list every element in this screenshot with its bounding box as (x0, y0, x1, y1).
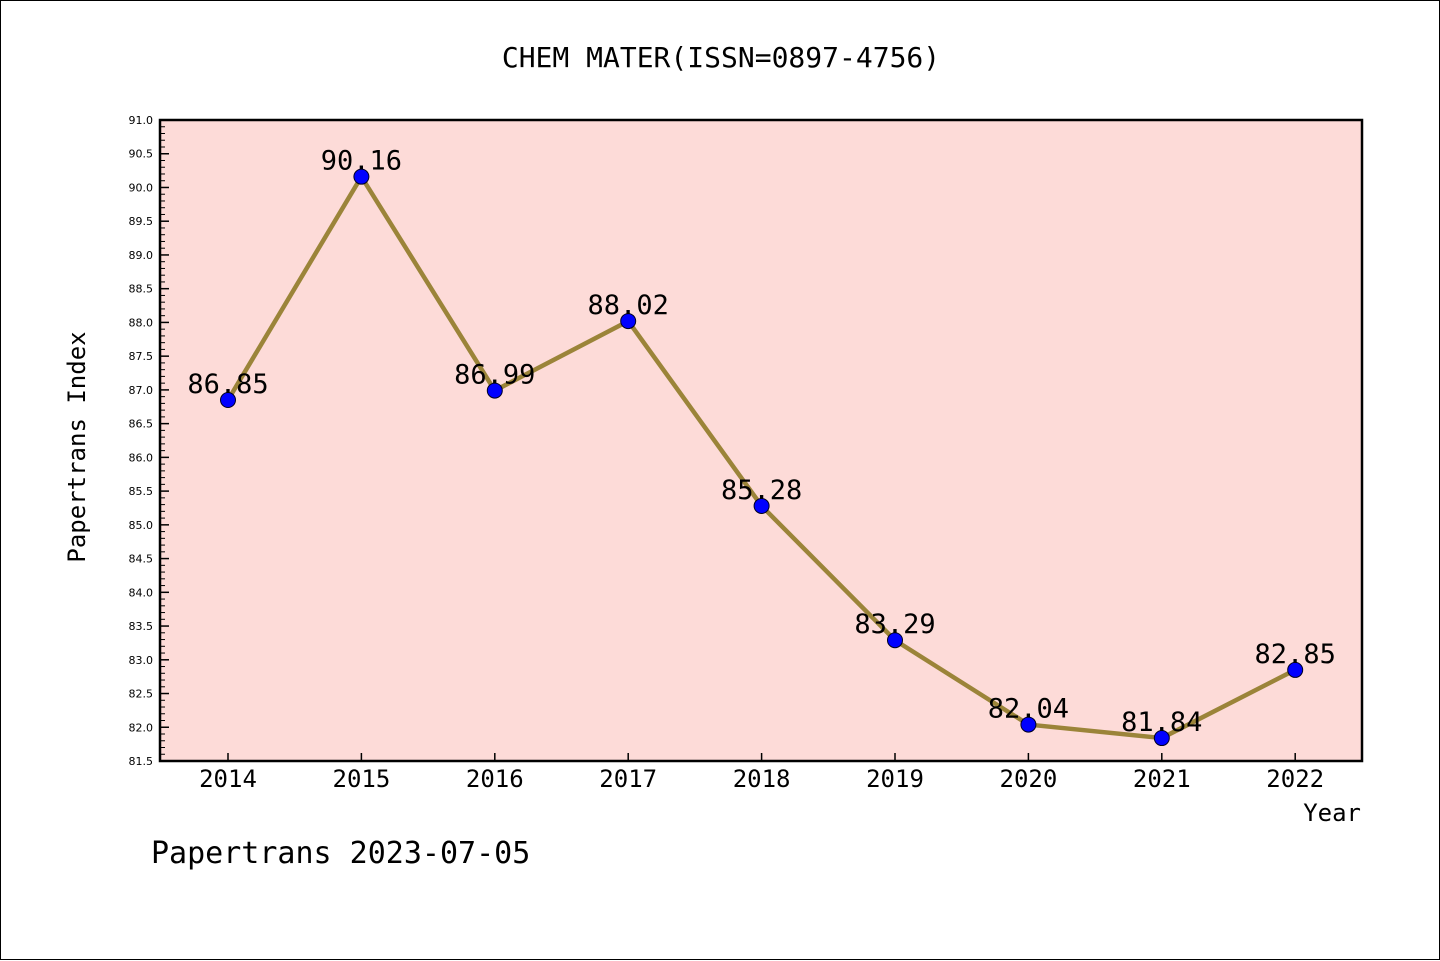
data-point-marker (353, 168, 370, 185)
x-tick-label: 2018 (733, 765, 791, 793)
x-axis-ticks: 2014 2015 2016 2017 2018 2019 2020 2021 2022 (199, 753, 1324, 793)
y-tick-label: 84.0 (129, 586, 154, 599)
data-point-marker (887, 632, 903, 649)
y-tick-label: 90.5 (129, 148, 154, 161)
x-tick-label: 2014 (199, 765, 257, 793)
data-label: 82.85 (1255, 639, 1336, 670)
x-axis-label: Year (1303, 799, 1361, 827)
y-tick-label: 83.5 (129, 620, 154, 633)
data-point-marker (1020, 716, 1037, 733)
series-layer: 86.85 90.16 86.99 88.02 85.28 83.29 82.04 81.84… (187, 146, 1336, 747)
y-tick-label: 89.5 (129, 215, 154, 228)
data-label: 83.29 (854, 609, 935, 640)
x-tick-label: 2017 (599, 765, 657, 793)
data-label: 86.99 (454, 360, 535, 391)
footer-source-date: Papertrans 2023-07-05 (151, 836, 530, 871)
data-point-marker (486, 382, 503, 399)
chart-title: CHEM MATER(ISSN=0897-4756) (502, 41, 940, 74)
data-label: 81.84 (1121, 707, 1202, 738)
y-tick-label: 87.0 (129, 384, 154, 397)
y-tick-label: 89.0 (129, 249, 154, 262)
y-tick-label: 82.0 (129, 721, 154, 734)
x-tick-label: 2015 (333, 765, 391, 793)
plot-area (158, 118, 1364, 763)
y-tick-label: 86.5 (129, 418, 154, 431)
y-tick-label: 85.5 (129, 485, 154, 498)
y-tick-label: 85.0 (129, 519, 154, 532)
data-label: 88.02 (588, 290, 669, 321)
y-axis-ticks: 81.5 82.0 82.5 83.0 83.5 84.0 84.5 85.0 85.5 86.0… (129, 114, 169, 768)
y-tick-label: 87.5 (129, 350, 154, 363)
data-point-marker (620, 313, 637, 330)
x-tick-label: 2021 (1133, 765, 1191, 793)
x-tick-label: 2016 (466, 765, 524, 793)
y-tick-label: 90.0 (129, 181, 154, 194)
y-tick-label: 82.5 (129, 688, 154, 701)
data-label: 82.04 (988, 694, 1069, 725)
y-tick-label: 88.0 (129, 316, 154, 329)
data-point-marker (1153, 730, 1170, 747)
y-tick-label: 81.5 (129, 755, 154, 768)
y-tick-label: 86.0 (129, 451, 154, 464)
x-tick-label: 2020 (1000, 765, 1058, 793)
x-tick-label: 2022 (1266, 765, 1324, 793)
y-tick-label: 84.5 (129, 553, 154, 566)
data-label: 90.16 (321, 146, 402, 177)
data-label: 85.28 (721, 475, 802, 506)
data-label: 86.85 (187, 369, 268, 400)
y-axis-label: Papertrans Index (63, 331, 91, 562)
data-point-marker (753, 497, 770, 514)
y-tick-label: 83.0 (129, 654, 154, 667)
y-tick-label: 88.5 (129, 283, 154, 296)
y-tick-label: 91.0 (129, 114, 154, 127)
data-point-marker (220, 392, 236, 409)
x-tick-label: 2019 (866, 765, 924, 793)
data-point-marker (1287, 661, 1304, 678)
